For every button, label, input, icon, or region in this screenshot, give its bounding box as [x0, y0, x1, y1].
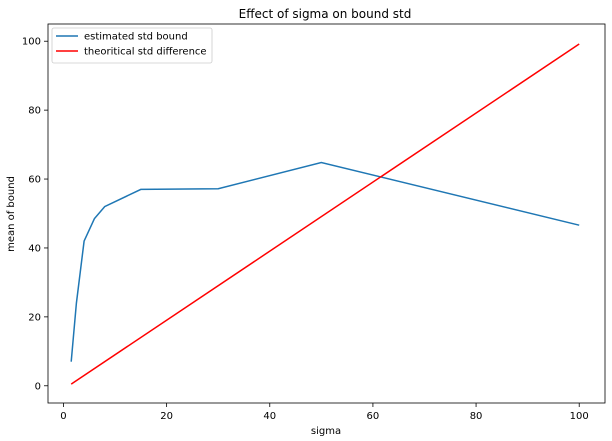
legend-label-theoretical: theoritical std difference [84, 47, 207, 58]
y-tick-label: 80 [28, 106, 41, 117]
legend-box [51, 27, 213, 64]
series-line-1 [70, 43, 580, 385]
legend: estimated std bound theoritical std diff… [51, 27, 213, 64]
x-tick-label: 40 [263, 411, 276, 422]
x-tick-label: 100 [570, 411, 589, 422]
x-axis-label: sigma [311, 426, 341, 437]
plot-frame [47, 23, 606, 404]
y-tick-label: 0 [35, 381, 41, 392]
x-tick-label: 60 [367, 411, 380, 422]
y-tick-label: 40 [28, 243, 41, 254]
x-tick-label: 20 [160, 411, 173, 422]
legend-label-estimated: estimated std bound [84, 32, 188, 43]
series-line-0 [70, 161, 580, 362]
chart-title: Effect of sigma on bound std [239, 7, 412, 21]
x-tick-label: 0 [60, 411, 66, 422]
y-tick-label: 60 [28, 175, 41, 186]
x-tick-label: 80 [470, 411, 483, 422]
y-tick-label: 20 [28, 312, 41, 323]
y-tick-label: 100 [22, 37, 41, 48]
y-axis-label: mean of bound [6, 176, 17, 252]
plot-area [70, 43, 580, 385]
axes-ticks: 0 20 40 60 80 100 0 20 40 60 80 100 [22, 37, 589, 422]
